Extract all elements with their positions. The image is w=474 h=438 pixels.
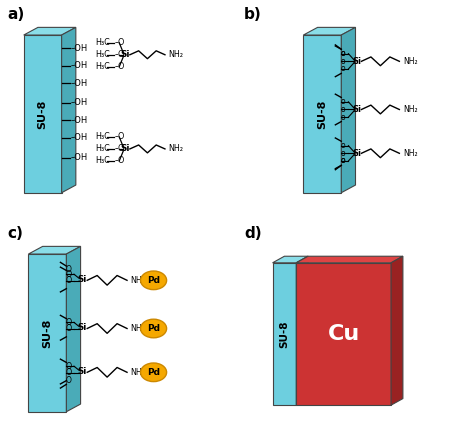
- Text: O: O: [65, 376, 71, 385]
- Polygon shape: [28, 246, 81, 254]
- Text: O: O: [65, 368, 72, 377]
- Text: –OH: –OH: [71, 153, 88, 162]
- Text: NH₂: NH₂: [403, 105, 418, 114]
- Text: d): d): [244, 226, 262, 240]
- Text: Pd: Pd: [147, 276, 160, 285]
- Text: –OH: –OH: [71, 44, 88, 53]
- Text: SU-8: SU-8: [37, 99, 48, 129]
- Text: o: o: [340, 64, 345, 74]
- Text: Pd: Pd: [147, 324, 160, 333]
- Ellipse shape: [140, 363, 166, 381]
- Text: O: O: [65, 325, 72, 333]
- Polygon shape: [66, 246, 81, 412]
- Text: Si: Si: [77, 275, 86, 284]
- Text: O: O: [65, 318, 72, 327]
- Text: –O: –O: [115, 50, 125, 59]
- Text: –O: –O: [115, 132, 125, 141]
- Text: NH₂: NH₂: [130, 276, 145, 285]
- Text: NH₂: NH₂: [403, 149, 418, 158]
- Text: Si: Si: [352, 149, 361, 158]
- Text: o: o: [340, 57, 345, 66]
- Text: NH₂: NH₂: [403, 57, 418, 66]
- Text: H₃C: H₃C: [95, 145, 109, 153]
- Text: Si: Si: [121, 50, 130, 59]
- Text: b): b): [244, 7, 262, 21]
- Text: O: O: [65, 265, 71, 274]
- Text: Si: Si: [77, 367, 86, 376]
- Polygon shape: [28, 254, 66, 412]
- Text: Si: Si: [352, 105, 361, 114]
- Polygon shape: [341, 27, 356, 193]
- Text: SU-8: SU-8: [42, 318, 53, 348]
- Polygon shape: [24, 27, 76, 35]
- Text: Cu: Cu: [328, 324, 360, 344]
- Polygon shape: [296, 263, 391, 405]
- Text: a): a): [7, 7, 24, 21]
- Text: o: o: [340, 113, 345, 122]
- Text: Si: Si: [121, 145, 130, 153]
- Text: H₃C: H₃C: [95, 50, 109, 59]
- Text: Si: Si: [352, 57, 361, 66]
- Polygon shape: [391, 256, 403, 405]
- Polygon shape: [296, 256, 308, 405]
- Text: NH₂: NH₂: [168, 145, 183, 153]
- Text: –OH: –OH: [71, 134, 88, 142]
- Text: o: o: [340, 149, 345, 158]
- Text: H₃C: H₃C: [95, 156, 109, 166]
- Polygon shape: [24, 35, 62, 193]
- Text: c): c): [7, 226, 23, 240]
- Text: –OH: –OH: [71, 116, 88, 125]
- Text: Pd: Pd: [147, 368, 160, 377]
- Text: –O: –O: [115, 62, 125, 71]
- Text: SU-8: SU-8: [279, 320, 290, 348]
- Text: –OH: –OH: [71, 99, 88, 107]
- Polygon shape: [62, 27, 76, 193]
- Text: –O: –O: [115, 145, 125, 153]
- Text: –O: –O: [115, 38, 125, 47]
- Ellipse shape: [140, 271, 166, 290]
- Text: H₃C: H₃C: [95, 132, 109, 141]
- Ellipse shape: [140, 319, 166, 338]
- Text: –O: –O: [115, 156, 125, 166]
- Polygon shape: [273, 256, 308, 263]
- Polygon shape: [296, 256, 403, 263]
- Text: o: o: [340, 49, 345, 58]
- Polygon shape: [303, 35, 341, 193]
- Text: NH₂: NH₂: [130, 324, 145, 333]
- Text: H₃C: H₃C: [95, 62, 109, 71]
- Text: o: o: [340, 141, 345, 150]
- Text: H₃C: H₃C: [95, 38, 109, 47]
- Text: o: o: [340, 105, 345, 114]
- Text: O: O: [65, 276, 72, 285]
- Text: Si: Si: [77, 323, 86, 332]
- Text: o: o: [340, 156, 345, 166]
- Text: NH₂: NH₂: [168, 50, 183, 59]
- Text: O: O: [65, 270, 72, 279]
- Text: o: o: [340, 97, 345, 106]
- Polygon shape: [303, 27, 356, 35]
- Text: –OH: –OH: [71, 79, 88, 88]
- Polygon shape: [273, 263, 296, 405]
- Text: o: o: [340, 49, 345, 58]
- Text: NH₂: NH₂: [130, 368, 145, 377]
- Text: o: o: [340, 156, 345, 166]
- Text: SU-8: SU-8: [317, 99, 328, 129]
- Text: –OH: –OH: [71, 61, 88, 70]
- Text: O: O: [65, 362, 72, 371]
